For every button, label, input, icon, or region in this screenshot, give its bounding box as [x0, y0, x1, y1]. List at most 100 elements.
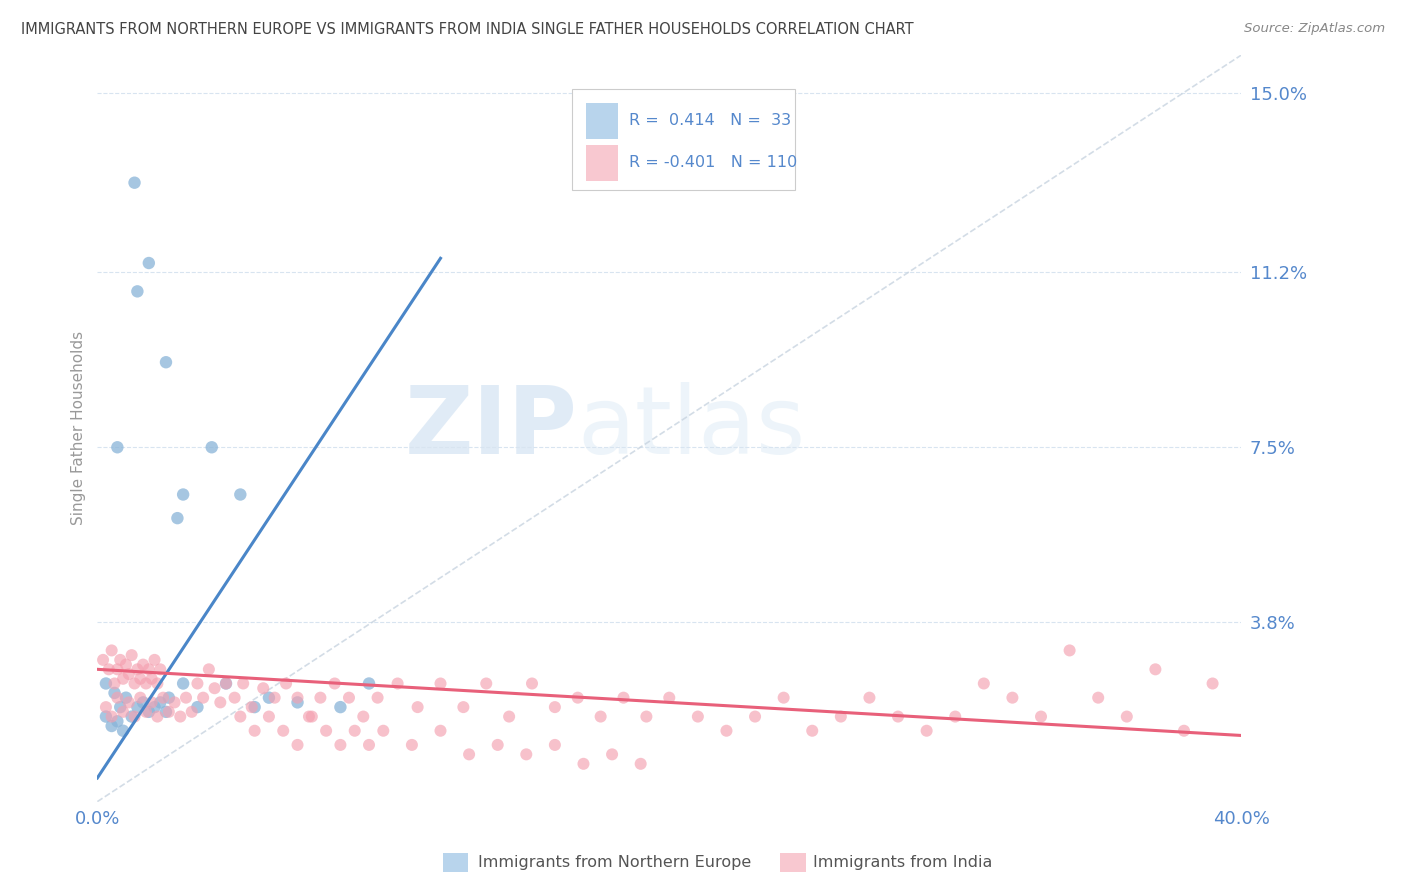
Point [103, 686, 125, 700]
Point [943, 709, 966, 723]
Point [169, 709, 191, 723]
Point [172, 487, 194, 501]
Text: atlas: atlas [578, 383, 806, 475]
Point [135, 705, 157, 719]
Point [110, 653, 132, 667]
Point [475, 676, 498, 690]
Text: Immigrants from Northern Europe: Immigrants from Northern Europe [478, 855, 751, 870]
Point [174, 690, 197, 705]
Point [157, 705, 180, 719]
Point [132, 695, 155, 709]
Point [589, 709, 612, 723]
Point [112, 705, 135, 719]
Point [141, 672, 163, 686]
Point [716, 723, 738, 738]
Point [166, 511, 188, 525]
Point [115, 657, 138, 672]
Point [94, 700, 117, 714]
Point [110, 700, 132, 714]
Point [129, 690, 152, 705]
Point [887, 709, 910, 723]
Point [1144, 662, 1167, 676]
Point [100, 709, 122, 723]
Point [163, 695, 186, 709]
Point [112, 672, 135, 686]
Point [127, 285, 149, 299]
Point [105, 714, 128, 729]
Point [224, 690, 246, 705]
Point [209, 695, 232, 709]
Point [132, 657, 155, 672]
Point [352, 709, 374, 723]
Point [1087, 690, 1109, 705]
Point [515, 747, 537, 762]
Point [229, 709, 252, 723]
Point [124, 676, 146, 690]
Point [103, 676, 125, 690]
Point [429, 723, 451, 738]
Point [309, 690, 332, 705]
Point [686, 709, 709, 723]
Point [124, 176, 146, 190]
Point [772, 690, 794, 705]
Point [100, 719, 122, 733]
Point [127, 662, 149, 676]
Point [112, 723, 135, 738]
Point [658, 690, 681, 705]
Point [612, 690, 634, 705]
Point [329, 700, 352, 714]
Point [544, 700, 567, 714]
Text: R = -0.401   N = 110: R = -0.401 N = 110 [630, 155, 797, 170]
Point [252, 681, 274, 696]
Point [323, 676, 346, 690]
Point [263, 690, 285, 705]
Point [124, 709, 146, 723]
Text: ZIP: ZIP [405, 383, 578, 475]
Point [630, 756, 652, 771]
Point [367, 690, 389, 705]
Point [357, 738, 380, 752]
Point [287, 738, 309, 752]
Point [744, 709, 766, 723]
Point [498, 709, 520, 723]
Text: Immigrants from India: Immigrants from India [813, 855, 993, 870]
Point [201, 440, 224, 454]
Point [453, 700, 475, 714]
Point [138, 256, 160, 270]
Point [118, 667, 141, 681]
Point [1115, 709, 1137, 723]
Point [232, 676, 254, 690]
Point [301, 709, 323, 723]
Point [315, 723, 337, 738]
Point [544, 738, 567, 752]
Point [143, 653, 166, 667]
Point [94, 676, 117, 690]
Point [152, 690, 174, 705]
Point [94, 709, 117, 723]
Point [100, 643, 122, 657]
Point [149, 662, 172, 676]
Point [1029, 709, 1052, 723]
Point [105, 690, 128, 705]
Point [138, 705, 160, 719]
Point [973, 676, 995, 690]
Point [229, 487, 252, 501]
Point [329, 738, 352, 752]
Point [186, 676, 208, 690]
Point [1201, 676, 1223, 690]
Point [458, 747, 481, 762]
Text: R =  0.414   N =  33: R = 0.414 N = 33 [630, 113, 792, 128]
Point [191, 690, 214, 705]
Point [198, 662, 221, 676]
Point [204, 681, 226, 696]
Point [337, 690, 360, 705]
Point [155, 355, 177, 369]
Point [1059, 643, 1081, 657]
Point [357, 676, 380, 690]
Point [520, 676, 543, 690]
Point [567, 690, 589, 705]
Point [115, 690, 138, 705]
Point [343, 723, 366, 738]
Point [180, 705, 202, 719]
Point [1173, 723, 1195, 738]
